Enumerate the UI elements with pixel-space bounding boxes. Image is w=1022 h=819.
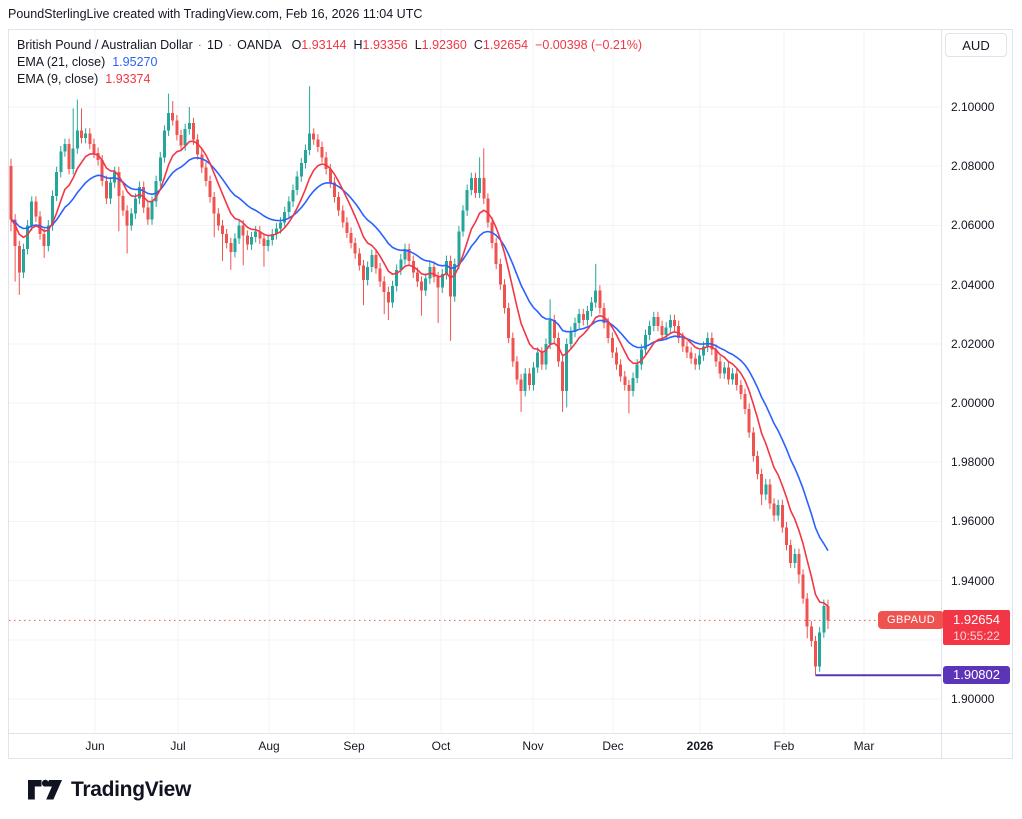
open-label: O [291,38,302,52]
price-tick-label: 2.08000 [951,159,995,174]
indicator-legend-row: EMA (21, close) 1.95270 [17,54,642,71]
currency-button[interactable]: AUD [945,33,1007,57]
ohlc-values: O1.93144 H1.93356 L1.92360 C1.92654 −0.00398… [292,38,643,52]
tradingview-logo-text: TradingView [71,778,192,801]
price-tick-label: 2.00000 [951,395,995,410]
indicator-legend-row: EMA (9, close) 1.93374 [17,71,642,88]
price-tick-label: 1.98000 [951,455,995,470]
interval-label[interactable]: 1D [206,38,223,52]
time-axis-label: 2026 [686,739,714,753]
time-axis-label: Dec [602,739,624,753]
low-value: 1.92360 [421,38,467,52]
candlestick-chart[interactable] [9,30,941,733]
low-label: L [414,38,422,52]
time-axis-label: Sep [343,739,365,753]
symbol-flag-label: GBPAUD [878,611,945,630]
price-tick-label: 1.96000 [951,514,995,529]
price-tick-label: 2.04000 [951,277,995,292]
header-credit: PoundSterlingLive created with TradingVi… [8,7,423,21]
open-value: 1.93144 [301,38,347,52]
chart-widget: British Pound / Australian Dollar · 1D · OAN… [8,29,1013,759]
tradingview-logo-icon [28,779,62,800]
close-value: 1.92654 [482,38,529,52]
time-axis-label: Mar [853,739,875,753]
chart-legend: British Pound / Australian Dollar · 1D · OAN… [17,37,642,88]
time-axis-label: Jul [170,739,186,753]
chart-pane[interactable] [9,30,941,733]
exchange-label: OANDA [237,38,282,52]
last-price-value: 1.92654 [953,612,1000,628]
ema21-value: 1.95270 [112,55,158,69]
time-axis-label: Oct [431,739,451,753]
tradingview-logo[interactable]: TradingView [28,778,191,802]
time-scale[interactable]: Jun Jul Aug Sep Oct Nov Dec 2026 Feb Mar [9,734,941,758]
time-axis-label: Aug [258,739,280,753]
price-tick-label: 1.94000 [951,573,995,588]
high-label: H [353,38,363,52]
legend-separator: · [197,38,202,52]
legend-separator: · [227,38,233,52]
price-tick-label: 2.10000 [951,99,995,114]
price-axis-separator [941,30,942,758]
bar-countdown: 10:55:22 [953,629,1000,644]
price-tick-label: 2.02000 [951,336,995,351]
last-price-label: 1.92654 10:55:22 [943,610,1010,646]
time-axis-label: Nov [522,739,544,753]
time-axis-label: Jun [85,739,105,753]
price-tick-label: 2.06000 [951,218,995,233]
close-label: C [473,38,483,52]
time-axis-separator [9,733,1012,734]
high-value: 1.93356 [362,38,408,52]
ema9-label[interactable]: EMA (9, close) [17,72,99,86]
price-scale[interactable]: AUD 1.900001.920001.940001.960001.980002… [942,30,1012,733]
support-level-label: 1.90802 [943,666,1010,685]
price-tick-label: 1.90000 [951,691,995,706]
symbol-legend-row: British Pound / Australian Dollar · 1D · OAN… [17,37,642,54]
time-axis-label: Feb [773,739,795,753]
symbol-title[interactable]: British Pound / Australian Dollar [17,38,193,52]
ema21-label[interactable]: EMA (21, close) [17,55,106,69]
ema9-value: 1.93374 [105,72,151,86]
change-value: −0.00398 (−0.21%) [535,38,643,52]
